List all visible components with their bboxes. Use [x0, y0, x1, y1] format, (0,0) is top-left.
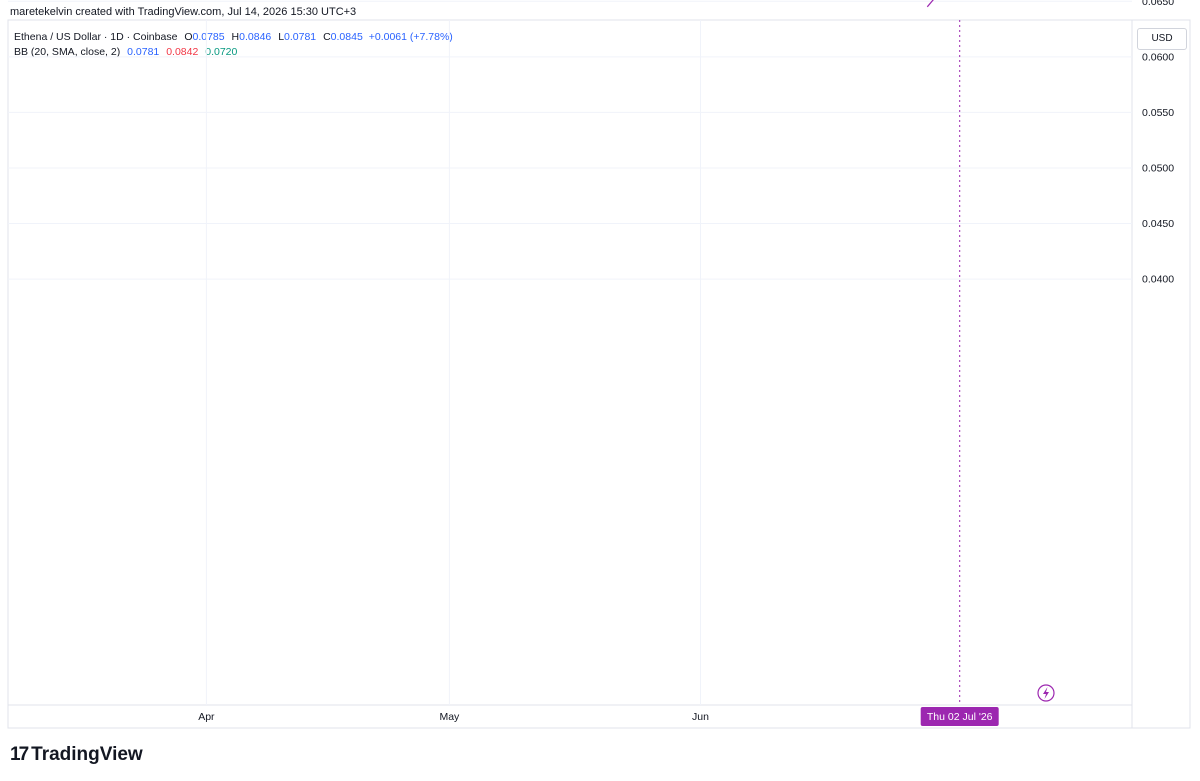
crosshair-date-text: Thu 02 Jul '26 [927, 711, 993, 723]
high-label: H [231, 31, 240, 43]
low-value: 0.0781 [284, 31, 317, 43]
high-value: 0.0846 [239, 31, 272, 43]
tradingview-logo-icon: 17 [10, 744, 29, 765]
lightning-icon-ring [1037, 684, 1055, 702]
ohlc-row: Ethena / US Dollar · 1D · Coinbase O0.07… [14, 30, 453, 45]
bb-lower-value: 0.0720 [205, 46, 238, 58]
brand-name: TradingView [31, 744, 143, 765]
time-axis: Apr May Jun [198, 711, 709, 723]
bb-indicator-label[interactable]: BB (20, SMA, close, 2) [14, 46, 121, 58]
y-tick-label: 0.0450 [1142, 218, 1174, 230]
grid [8, 0, 1132, 705]
y-tick-label: 0.0650 [1142, 0, 1174, 8]
trendline [926, 0, 961, 705]
lightning-icon [1037, 684, 1055, 702]
open-label: O [184, 31, 193, 43]
support-trendline [926, 0, 934, 8]
close-value: 0.0845 [330, 31, 363, 43]
tradingview-footer: 17 TradingView [10, 744, 143, 766]
close-label: C [323, 31, 331, 43]
crosshair-date-bg [920, 707, 999, 726]
y-tick-label: 0.0500 [1142, 162, 1174, 174]
y-tick-label: 0.0600 [1142, 51, 1174, 63]
chart-frame [7, 19, 1191, 729]
bb-row: BB (20, SMA, close, 2) 0.0781 0.0842 0.0… [14, 45, 453, 60]
y-tick-label: 0.0550 [1142, 107, 1174, 119]
bb-mid-value: 0.0781 [127, 46, 160, 58]
change-value: +0.0061 (+7.78%) [368, 31, 453, 43]
x-tick-label: Jun [692, 711, 709, 723]
currency-button[interactable]: USD [1137, 28, 1187, 50]
y-tick-label: 0.0400 [1142, 274, 1174, 286]
attribution: maretekelvin created with TradingView.co… [10, 6, 357, 18]
lightning-icon-bolt [1043, 687, 1049, 699]
crosshair-date-badge: Thu 02 Jul '26 [920, 707, 999, 726]
x-tick-label: Apr [198, 711, 215, 723]
chart-legend: Ethena / US Dollar · 1D · Coinbase O0.07… [14, 30, 453, 60]
bb-upper-value: 0.0842 [166, 46, 199, 58]
open-value: 0.0785 [192, 31, 225, 43]
symbol-label[interactable]: Ethena / US Dollar · 1D · Coinbase [14, 31, 178, 43]
x-tick-label: May [439, 711, 460, 723]
